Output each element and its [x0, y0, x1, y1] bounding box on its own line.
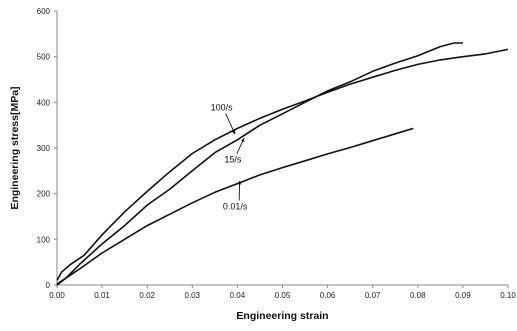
y-tick-label: 100 — [37, 235, 51, 244]
x-axis-title: Engineering strain — [236, 310, 328, 322]
series — [56, 42, 509, 286]
x-tick-label: 0.00 — [49, 291, 65, 300]
x-tick-label: 0.03 — [185, 291, 201, 300]
annotations: 100/s 15/s 0.01/s — [211, 103, 248, 212]
annotation-arrowhead — [232, 130, 236, 135]
series-annotation-label: 100/s — [211, 103, 234, 113]
x-tick-label: 0.10 — [500, 291, 516, 300]
y-tick-label: 600 — [37, 7, 51, 16]
x-tick-label: 0.02 — [139, 291, 155, 300]
y-axis-title: Engineering stress[MPa] — [9, 86, 21, 209]
ticks: 0.00 0.01 0.02 0.03 0.04 0.05 0.06 0.07 0.08 0.09… — [37, 7, 517, 300]
series-line-001s — [56, 127, 414, 285]
series-line-15s — [56, 42, 463, 286]
series-annotation-label: 0.01/s — [223, 202, 248, 212]
series-line-100s — [56, 48, 509, 281]
series-annotation-label: 15/s — [224, 155, 242, 165]
x-tick-label: 0.07 — [365, 291, 381, 300]
y-tick-label: 0 — [46, 281, 51, 290]
x-tick-label: 0.01 — [94, 291, 110, 300]
x-tick-label: 0.08 — [410, 291, 426, 300]
annotation-arrowhead — [237, 180, 242, 185]
y-tick-label: 500 — [37, 53, 51, 62]
annotation-arrow — [225, 113, 236, 135]
y-tick-label: 200 — [37, 190, 51, 199]
y-tick-label: 300 — [37, 144, 51, 153]
x-tick-label: 0.05 — [275, 291, 291, 300]
annotation-arrowhead — [241, 137, 245, 142]
y-tick-label: 400 — [37, 98, 51, 107]
x-tick-label: 0.06 — [320, 291, 336, 300]
x-tick-label: 0.04 — [230, 291, 246, 300]
axes — [56, 11, 508, 286]
x-tick-label: 0.09 — [455, 291, 471, 300]
